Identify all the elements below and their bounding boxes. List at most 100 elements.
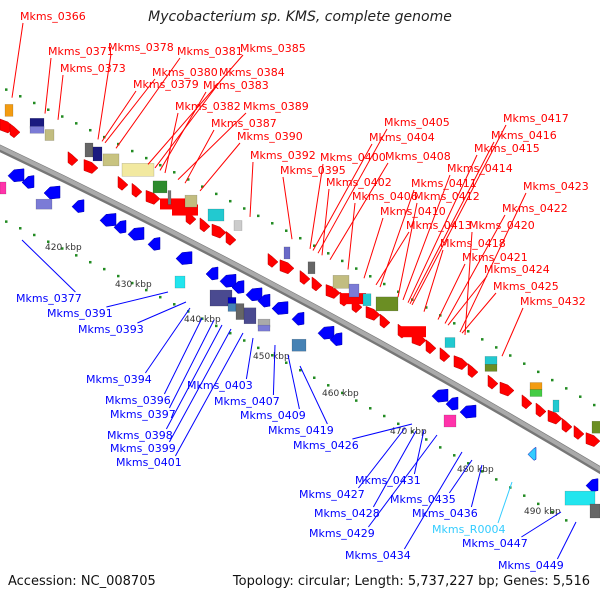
label-leader-line: [184, 129, 215, 184]
label-leader-line: [164, 112, 179, 174]
reverse-gene-arrow: [147, 237, 161, 251]
tick-mark: [397, 290, 400, 294]
tick-mark: [383, 414, 386, 418]
reverse-gene-arrow: [231, 280, 245, 294]
label-leader-line: [556, 521, 577, 560]
tick-mark: [327, 252, 330, 255]
gene-label-reverse: Mkms_0429: [309, 527, 375, 540]
accession-text: Accession: NC_008705: [8, 574, 156, 589]
label-leader-line: [321, 188, 330, 256]
gene-label-forward: Mkms_0382: [175, 100, 241, 113]
tick-mark: [565, 519, 568, 522]
gene-label-forward: Mkms_0406: [352, 190, 418, 203]
gene-label-forward: Mkms_0416: [491, 129, 557, 142]
label-leader-line: [402, 174, 451, 301]
label-leader-line: [403, 451, 463, 550]
tick-mark: [145, 288, 148, 292]
reverse-gene-arrow: [459, 404, 477, 419]
tick-mark: [173, 303, 176, 306]
tick-mark: [201, 317, 204, 320]
forward-gene-arrow: [279, 259, 295, 275]
tick-mark: [75, 122, 78, 125]
label-leader-line: [358, 427, 406, 489]
tick-mark: [47, 240, 50, 243]
gene-label-forward: Mkms_0381: [177, 45, 243, 58]
label-leader-line: [97, 53, 112, 140]
label-leader-line: [144, 307, 191, 374]
label-leader-line: [448, 459, 473, 494]
gene-label-forward: Mkms_0424: [484, 263, 550, 276]
reverse-gene-arrow: [99, 213, 117, 227]
tick-mark: [285, 229, 288, 232]
label-leader-line: [407, 154, 478, 303]
gene-label-reverse: Mkms_0399: [110, 442, 176, 455]
tick-mark: [439, 446, 442, 449]
label-leader-line: [501, 307, 524, 357]
forward-gene-arrow: [573, 424, 585, 440]
tick-mark: [593, 403, 596, 407]
tick-mark: [19, 95, 22, 98]
reverse-gene-arrow: [431, 388, 449, 403]
forward-gene-arrow: [585, 432, 600, 447]
gene-label-forward: Mkms_0404: [369, 131, 435, 144]
label-leader-line: [521, 511, 562, 538]
gene-label-forward: Mkms_0379: [133, 78, 199, 91]
forward-gene-arrow: [561, 417, 573, 433]
feature-box: [35, 198, 53, 210]
reverse-gene-arrow: [7, 168, 25, 183]
feature-box: [362, 293, 372, 306]
tick-mark: [89, 128, 92, 132]
tick-mark: [327, 384, 330, 387]
reverse-gene-arrow: [329, 332, 343, 346]
scale-label: 460 kbp: [322, 389, 359, 399]
feature-box: [227, 303, 237, 312]
gene-label-reverse: Mkms_0407: [214, 395, 280, 408]
feature-box: [375, 296, 399, 312]
feature-box: [307, 261, 316, 275]
gene-label-reverse: Mkms_0419: [268, 424, 334, 437]
reverse-gene-arrow: [205, 266, 219, 281]
gene-label-forward: Mkms_0413: [406, 219, 472, 232]
tick-mark: [187, 310, 190, 313]
label-leader-line: [11, 22, 24, 98]
feature-box: [529, 382, 543, 390]
label-leader-line: [163, 317, 203, 395]
feature-box: [84, 142, 94, 158]
label-leader-line: [106, 291, 169, 308]
gene-label-forward: Mkms_0405: [384, 116, 450, 129]
feature-box: [167, 190, 172, 205]
label-leader-line: [104, 78, 156, 144]
tick-mark: [425, 438, 428, 441]
label-leader-line: [177, 112, 247, 180]
scale-label: 470 kbp: [390, 427, 427, 437]
gene-label-reverse: Mkms_0435: [390, 493, 456, 506]
gene-label-forward: Mkms_0383: [203, 79, 269, 92]
forward-gene-arrow: [172, 204, 198, 216]
gene-label-forward: Mkms_0373: [60, 62, 126, 75]
tick-mark: [565, 387, 568, 390]
tick-mark: [369, 407, 372, 410]
tick-mark: [243, 207, 246, 210]
feature-box: [484, 356, 498, 365]
label-leader-line: [168, 319, 215, 409]
forward-gene-arrow: [117, 175, 129, 191]
feature-box: [174, 275, 186, 289]
gene-label-reverse: Mkms_0396: [105, 394, 171, 407]
label-leader-line: [168, 328, 232, 443]
gene-label-reverse: Mkms_0397: [110, 408, 176, 421]
gene-label-forward: Mkms_0418: [440, 237, 506, 250]
label-leader-line: [375, 231, 410, 286]
scale-label: 480 kbp: [457, 465, 494, 475]
feature-box: [291, 338, 307, 352]
label-leader-line: [137, 301, 187, 324]
tick-mark: [201, 185, 204, 188]
forward-gene-arrow: [199, 217, 211, 233]
tick-mark: [61, 115, 64, 118]
forward-gene-arrow: [299, 270, 311, 285]
forward-gene-arrow: [9, 123, 21, 139]
tick-mark: [495, 478, 498, 481]
gene-label-reverse: Mkms_0449: [498, 559, 564, 572]
gene-label-forward: Mkms_0417: [503, 112, 569, 125]
